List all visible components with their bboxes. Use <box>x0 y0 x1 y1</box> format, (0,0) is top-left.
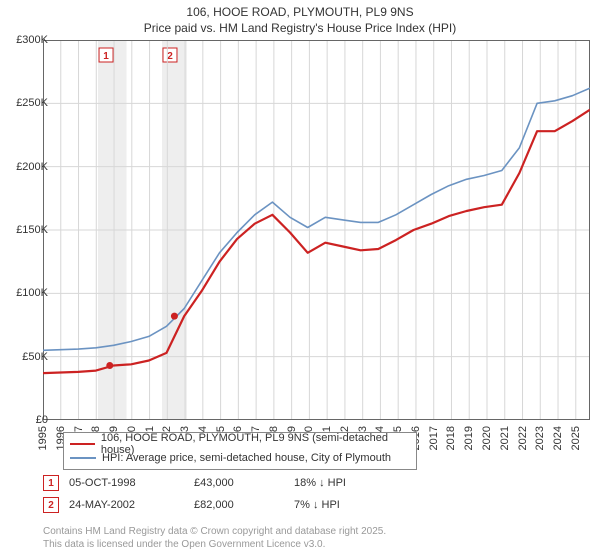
x-tick-label: 2020 <box>481 426 493 450</box>
sale-events: 1 05-OCT-1998£43,00018% ↓ HPI 2 24-MAY-2002… <box>43 472 374 516</box>
legend-box: 106, HOOE ROAD, PLYMOUTH, PL9 9NS (semi-… <box>63 432 417 470</box>
footer-line2: This data is licensed under the Open Gov… <box>43 539 325 550</box>
legend-swatch <box>70 457 96 459</box>
footer-attribution: Contains HM Land Registry data © Crown c… <box>43 526 386 551</box>
y-tick-label: £50K <box>22 351 48 363</box>
y-tick-label: £150K <box>16 224 48 236</box>
legend-swatch <box>70 443 95 445</box>
sale-row: 1 05-OCT-1998£43,00018% ↓ HPI <box>43 472 374 494</box>
x-tick-label: 1995 <box>37 426 49 450</box>
sale-price: £43,000 <box>194 477 294 489</box>
x-tick-label: 2023 <box>534 426 546 450</box>
sale-row: 2 24-MAY-2002£82,0007% ↓ HPI <box>43 494 374 516</box>
chart-area: 12 <box>43 40 590 420</box>
sale-price: £82,000 <box>194 499 294 511</box>
sale-diff: 18% ↓ HPI <box>294 477 374 489</box>
y-tick-label: £200K <box>16 161 48 173</box>
title-line1: 106, HOOE ROAD, PLYMOUTH, PL9 9NS <box>186 5 413 19</box>
legend-item: 106, HOOE ROAD, PLYMOUTH, PL9 9NS (semi-… <box>70 437 410 451</box>
x-tick-label: 2024 <box>552 426 564 450</box>
sale-marker: 1 <box>43 475 59 491</box>
chart-svg: 12 <box>43 40 590 420</box>
sale-date: 05-OCT-1998 <box>69 477 194 489</box>
y-tick-label: £100K <box>16 287 48 299</box>
x-tick-label: 2017 <box>428 426 440 450</box>
x-tick-label: 2018 <box>445 426 457 450</box>
footer-line1: Contains HM Land Registry data © Crown c… <box>43 526 386 537</box>
y-tick-label: £0 <box>36 414 48 426</box>
svg-text:2: 2 <box>167 51 173 62</box>
sale-diff: 7% ↓ HPI <box>294 499 374 511</box>
legend-label: HPI: Average price, semi-detached house,… <box>102 452 391 464</box>
legend-item: HPI: Average price, semi-detached house,… <box>70 451 410 465</box>
svg-text:1: 1 <box>103 51 109 62</box>
x-tick-label: 2019 <box>463 426 475 450</box>
sale-date: 24-MAY-2002 <box>69 499 194 511</box>
chart-title: 106, HOOE ROAD, PLYMOUTH, PL9 9NS Price … <box>0 0 600 36</box>
x-tick-label: 2025 <box>570 426 582 450</box>
x-tick-label: 2022 <box>517 426 529 450</box>
title-line2: Price paid vs. HM Land Registry's House … <box>144 21 456 35</box>
x-tick-label: 2021 <box>499 426 511 450</box>
sale-marker: 2 <box>43 497 59 513</box>
y-tick-label: £300K <box>16 34 48 46</box>
y-tick-label: £250K <box>16 97 48 109</box>
